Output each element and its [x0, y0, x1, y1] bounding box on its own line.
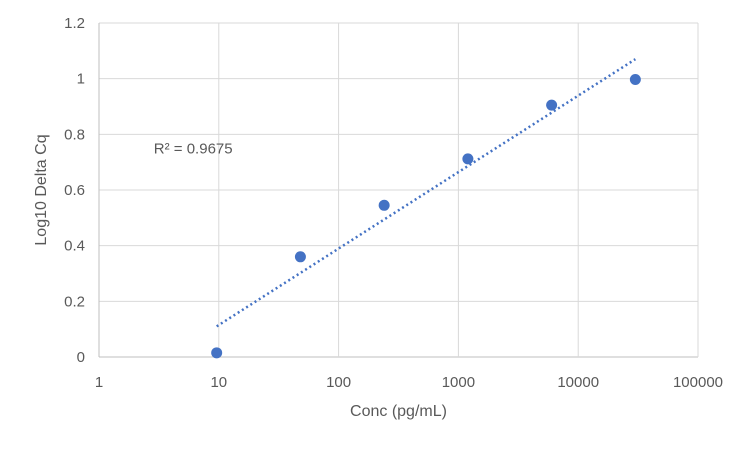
x-axis-title: Conc (pg/mL) [350, 403, 447, 420]
data-point [211, 347, 223, 359]
x-tick-label: 1 [95, 374, 103, 391]
data-point [462, 153, 474, 165]
x-tick-label: 1000 [442, 374, 475, 391]
data-point [378, 199, 390, 211]
y-tick-label: 0 [77, 349, 85, 366]
x-tick-label: 10000 [557, 374, 599, 391]
y-axis-title: Log10 Delta Cq [33, 134, 50, 245]
x-tick-label: 100000 [673, 374, 723, 391]
r-squared-annotation: R² = 0.9675 [154, 140, 233, 157]
y-tick-label: 1 [77, 71, 85, 88]
x-tick-label: 10 [210, 374, 227, 391]
y-tick-label: 0.2 [64, 293, 85, 310]
data-point [546, 99, 558, 111]
y-tick-label: 0.8 [64, 126, 85, 143]
data-point [294, 251, 306, 263]
x-tick-label: 100 [326, 374, 351, 391]
data-point [629, 74, 641, 86]
y-tick-label: 1.2 [64, 15, 85, 32]
trendline [216, 58, 637, 328]
y-tick-label: 0.4 [64, 238, 85, 255]
y-tick-label: 0.6 [64, 182, 85, 199]
